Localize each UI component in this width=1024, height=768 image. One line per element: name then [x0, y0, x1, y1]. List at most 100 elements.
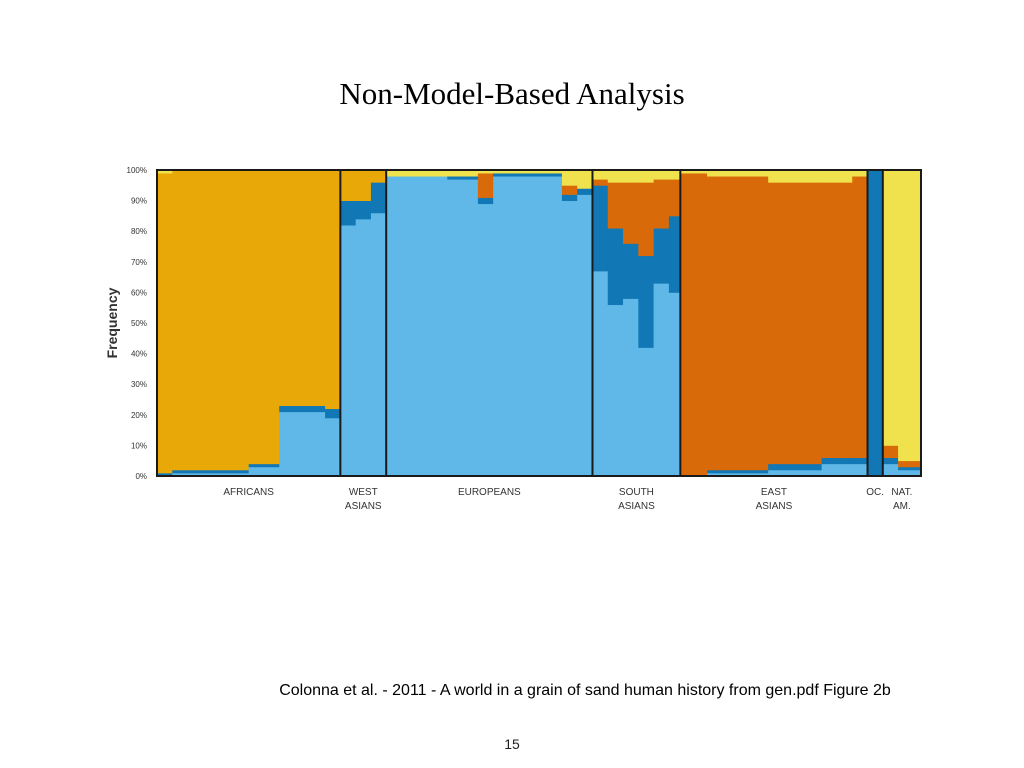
bar-segment-10-dark-blue: [477, 197, 494, 205]
bar-segment-13-yellow: [577, 170, 593, 189]
bar-segment-4-light-blue: [325, 417, 341, 477]
bar-segment-5-light-blue: [340, 225, 357, 477]
bar-segment-16-light-blue: [623, 298, 639, 477]
bar-segment-1-light-blue: [172, 472, 250, 477]
bar-segment-2-gold: [248, 170, 280, 465]
bar-segment-27-yellow: [898, 170, 922, 462]
y-tick-label-2: 20%: [131, 411, 147, 420]
bar-segment-7-gold: [370, 170, 387, 183]
bar-segment-4-dark-blue: [325, 408, 341, 419]
bar-segment-3-gold: [279, 170, 326, 407]
admixture-plot-svg: 0% 10% 20% 30% 40% 50% 60% 70% 80% 90% 100% Freque…: [104, 166, 922, 512]
bar-segment-16-dark-orange: [623, 182, 639, 244]
group-label-0: AFRICANS: [223, 487, 274, 498]
bar-segment-4-gold: [325, 170, 341, 410]
bar-segment-22-dark-orange: [768, 182, 823, 465]
bar-segment-24-dark-blue: [852, 457, 868, 465]
bar-segment-24-yellow: [852, 170, 868, 177]
bar-segment-26-light-blue: [882, 463, 899, 477]
y-tick-label-7: 70%: [131, 258, 147, 267]
bar-segment-20-yellow: [680, 170, 708, 174]
bar-segment-13-light-blue: [577, 194, 593, 477]
bar-segment-3-dark-blue: [279, 405, 326, 413]
y-tick-labels: 0% 10% 20% 30% 40% 50% 60% 70% 80% 90% 100%: [127, 166, 147, 481]
bar-segment-19-dark-blue: [668, 215, 681, 293]
bar-segment-5-dark-blue: [340, 200, 357, 226]
group-label-5: OC.: [866, 487, 884, 498]
bar-segment-17-light-blue: [638, 347, 654, 477]
bar-segment-24-dark-orange: [852, 176, 868, 459]
group-dividers: [339, 170, 884, 476]
bar-segment-26-dark-blue: [882, 457, 899, 465]
bar-segment-21-light-blue: [707, 472, 769, 477]
bar-segment-0-yellow: [157, 170, 173, 174]
bars-layer: [157, 170, 922, 477]
plot-frame: [156, 169, 922, 477]
bar-segment-22-light-blue: [768, 469, 823, 477]
admixture-chart: 0% 10% 20% 30% 40% 50% 60% 70% 80% 90% 100% Freque…: [100, 160, 930, 520]
bar-segment-26-dark-orange: [882, 445, 899, 459]
bar-segment-6-light-blue: [355, 218, 372, 477]
group-label-6: NAT. AM.: [891, 487, 912, 512]
group-label-2: EUROPEANS: [458, 487, 521, 498]
bar-segment-18-dark-orange: [653, 179, 670, 229]
bar-segment-15-dark-orange: [607, 182, 624, 229]
bar-segment-10-dark-orange: [477, 173, 494, 198]
figure-caption: Colonna et al. - 2011 - A world in a gra…: [279, 682, 891, 699]
bar-segment-9-light-blue: [447, 179, 479, 477]
bar-segment-19-dark-orange: [668, 179, 681, 217]
y-tick-label-8: 80%: [131, 227, 147, 236]
bar-segment-27-light-blue: [898, 469, 922, 477]
bar-segment-3-light-blue: [279, 411, 326, 477]
bar-segment-11-light-blue: [493, 176, 563, 477]
group-label-4: EAST ASIANS: [756, 487, 793, 512]
y-tick-label-9: 90%: [131, 197, 147, 206]
bar-segment-2-light-blue: [248, 466, 280, 477]
bar-segment-11-dark-blue: [493, 173, 563, 177]
bar-segment-12-dark-orange: [561, 185, 578, 195]
group-labels: AFRICANS WEST ASIANS EUROPEANS SOUTH ASIANS EA…: [223, 487, 912, 512]
group-label-1: WEST ASIANS: [345, 487, 382, 512]
bar-segment-1-gold: [172, 170, 250, 471]
y-tick-label-0: 0%: [135, 472, 147, 481]
group-label-3: SOUTH ASIANS: [618, 487, 655, 512]
bar-segment-0-gold: [157, 173, 173, 474]
bar-segment-15-dark-blue: [607, 228, 624, 306]
bar-segment-13-dark-blue: [577, 188, 593, 195]
bar-segment-17-yellow: [638, 170, 654, 183]
bar-segment-23-light-blue: [821, 463, 853, 477]
bar-segment-19-yellow: [668, 170, 681, 180]
bar-segment-21-dark-orange: [707, 176, 769, 471]
y-tick-label-10: 100%: [127, 166, 147, 175]
bar-segment-6-dark-blue: [355, 200, 372, 220]
bar-segment-11-yellow: [493, 170, 563, 174]
bar-segment-19-light-blue: [668, 292, 681, 477]
bar-segment-7-dark-blue: [370, 182, 387, 214]
bar-segment-23-dark-orange: [821, 182, 853, 459]
y-axis-label: Frequency: [104, 287, 120, 358]
bar-segment-15-yellow: [607, 170, 624, 183]
bar-segment-0-dark-blue: [157, 472, 173, 477]
bar-segment-14-dark-blue: [592, 185, 609, 272]
bar-segment-16-yellow: [623, 170, 639, 183]
bar-segment-10-yellow: [477, 170, 494, 174]
bar-segment-8-light-blue: [386, 176, 448, 477]
bar-segment-6-gold: [355, 170, 372, 201]
bar-segment-14-light-blue: [592, 270, 609, 477]
bar-segment-10-light-blue: [477, 203, 494, 477]
y-tick-label-4: 40%: [131, 350, 147, 359]
bar-segment-9-yellow: [447, 170, 479, 177]
bar-segment-18-dark-blue: [653, 228, 670, 284]
bar-segment-14-yellow: [592, 170, 609, 180]
bar-segment-12-dark-blue: [561, 194, 578, 201]
bar-segment-1-dark-blue: [172, 469, 250, 474]
bar-segment-5-gold: [340, 170, 357, 201]
bar-segment-21-dark-blue: [707, 469, 769, 474]
bar-segment-23-yellow: [821, 170, 853, 183]
bar-segment-16-dark-blue: [623, 243, 639, 299]
bar-segment-27-dark-orange: [898, 460, 922, 468]
bar-segment-17-dark-orange: [638, 182, 654, 257]
bar-segment-15-light-blue: [607, 304, 624, 477]
bar-segment-2-dark-blue: [248, 463, 280, 468]
bar-segment-26-yellow: [882, 170, 899, 446]
